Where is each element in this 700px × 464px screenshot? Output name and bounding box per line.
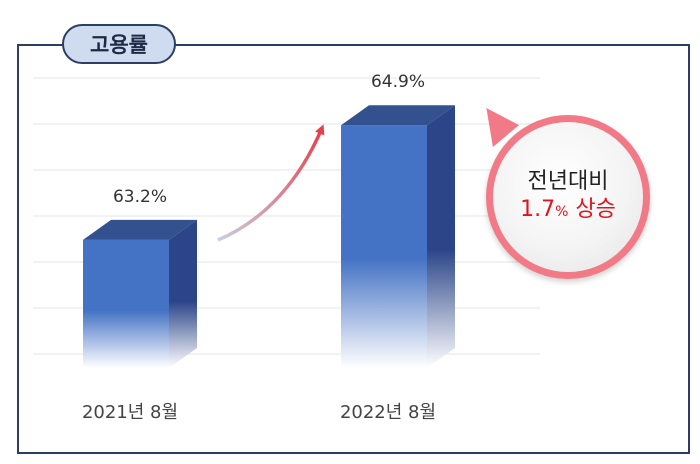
bar-value-label: 63.2%	[113, 187, 167, 207]
callout-change: 1.7% 상승	[520, 196, 616, 226]
change-callout: 전년대비 1.7% 상승	[486, 115, 650, 279]
callout-prefix: 전년대비	[527, 169, 609, 194]
chart-frame	[17, 44, 690, 454]
category-label: 2022년 8월	[340, 402, 436, 423]
chart-title: 고용률	[90, 33, 148, 57]
bar-side	[427, 105, 455, 369]
callout-unit: %	[555, 204, 569, 220]
bar-top	[83, 219, 197, 240]
callout-value: 1.7	[520, 197, 556, 222]
callout-suffix: 상승	[575, 197, 616, 222]
bar-front	[83, 239, 169, 368]
trend-arrow	[217, 124, 325, 242]
bar-side	[169, 219, 197, 368]
chart-title-badge: 고용률	[62, 24, 176, 64]
bar-front	[341, 125, 427, 368]
category-label: 2021년 8월	[82, 402, 178, 423]
bar-value-label: 64.9%	[371, 72, 425, 92]
bar-top	[341, 105, 455, 126]
